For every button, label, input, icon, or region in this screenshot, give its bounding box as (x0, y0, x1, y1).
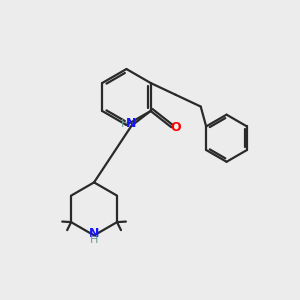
Text: N: N (126, 117, 136, 130)
Text: O: O (171, 121, 181, 134)
Text: H: H (121, 118, 129, 129)
Text: H: H (90, 235, 98, 244)
Text: N: N (89, 226, 99, 239)
